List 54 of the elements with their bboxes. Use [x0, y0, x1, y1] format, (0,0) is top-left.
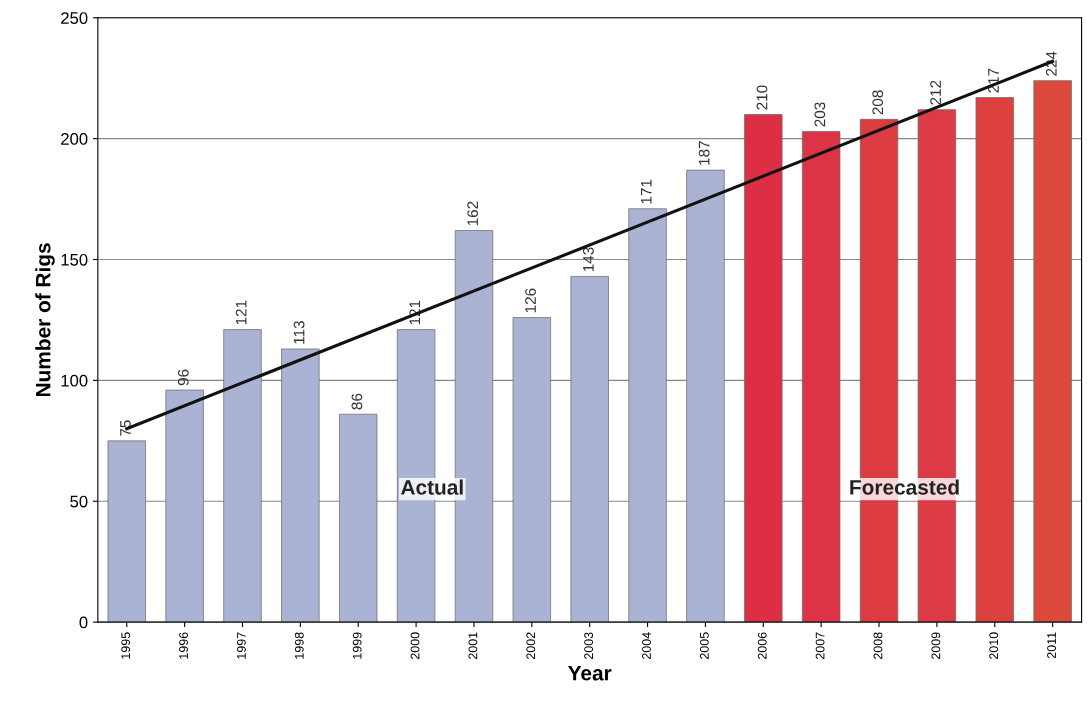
y-tick-label: 250 [61, 12, 88, 24]
data-label: 75 [120, 420, 131, 436]
y-axis-title: Number of Rigs [35, 243, 55, 397]
data-label: 210 [756, 85, 768, 110]
y-tick-label: 200 [61, 133, 88, 145]
y-tick-label: 100 [61, 374, 88, 387]
bar [686, 169, 725, 623]
data-label: 171 [641, 179, 652, 204]
data-label: 86 [351, 393, 363, 410]
x-tick-label: 2006 [757, 632, 767, 660]
x-tick-label: 2011 [1047, 632, 1056, 659]
x-tick-label: 1996 [179, 632, 188, 659]
data-label: 143 [582, 247, 594, 272]
data-label: 203 [814, 102, 826, 127]
data-label: 187 [698, 141, 710, 165]
bar [512, 317, 551, 623]
y-tick-label: 0 [79, 616, 88, 629]
x-tick-label: 2002 [526, 632, 536, 660]
bar [628, 208, 667, 623]
x-tick-label: 2008 [873, 632, 883, 660]
x-tick-label: 2000 [410, 632, 420, 660]
bar [802, 131, 841, 623]
data-label: 113 [293, 321, 305, 344]
x-tick-label: 2007 [815, 632, 825, 660]
x-tick-label: 1998 [294, 632, 304, 659]
data-label: 121 [235, 300, 247, 325]
x-tick-label: 2004 [642, 632, 651, 660]
annotation: Actual [400, 479, 463, 495]
data-label: 96 [177, 369, 189, 386]
x-tick-label: 1999 [352, 632, 362, 659]
bar [107, 440, 146, 623]
bar [165, 389, 204, 623]
x-axis-title: Year [568, 665, 612, 681]
x-tick-label: 2005 [699, 632, 709, 660]
bar [223, 329, 262, 623]
x-tick-label: 2010 [989, 632, 999, 660]
annotation: Forecasted [850, 479, 959, 495]
x-tick-label: 1995 [121, 632, 131, 659]
bar [570, 276, 609, 623]
x-tick-label: 2003 [584, 632, 594, 660]
x-tick-label: 1997 [237, 632, 246, 659]
bar [975, 97, 1014, 623]
bar [1033, 80, 1072, 623]
data-label: 208 [872, 90, 884, 115]
x-tick-label: 2009 [931, 632, 941, 660]
bar [281, 348, 320, 623]
bar [339, 413, 378, 623]
bar [744, 114, 783, 623]
data-label: 126 [525, 288, 536, 313]
data-label: 162 [467, 201, 479, 226]
x-tick-label: 2001 [468, 632, 478, 660]
data-label: 212 [930, 80, 941, 105]
y-tick-label: 150 [61, 253, 88, 266]
y-tick-label: 50 [70, 495, 88, 508]
